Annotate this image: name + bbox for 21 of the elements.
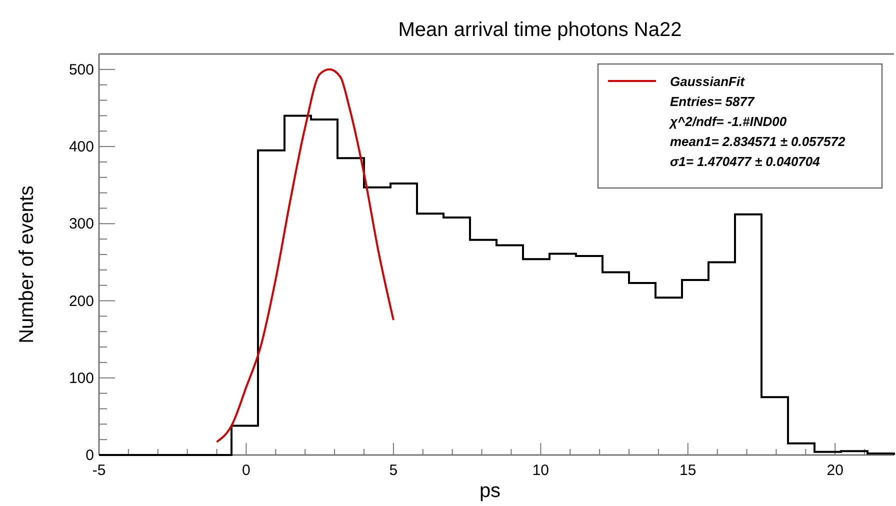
annotation: Entries= 5877 (670, 94, 755, 109)
y-axis-title: Number of events (16, 186, 38, 344)
annotation: σ1= 1.470477 ± 0.040704 (670, 154, 821, 169)
x-tick-label: 10 (532, 462, 550, 479)
annotation: χ^2/ndf= -1.#IND00 (668, 114, 788, 129)
x-axis-title: ps (479, 480, 501, 502)
line-series (216, 68, 394, 443)
y-tick-label: 0 (86, 447, 94, 464)
y-tick-label: 200 (68, 292, 94, 310)
y-tick-label: 500 (68, 61, 94, 78)
chart-title: Mean arrival time photons Na22 (398, 19, 682, 41)
legend-label: GaussianFit (670, 74, 746, 89)
x-tick-label: 15 (680, 462, 696, 479)
y-tick-label: 100 (68, 370, 94, 387)
x-tick-label: 5 (389, 462, 398, 479)
y-tick-label: 300 (68, 216, 94, 233)
y-tick-label: 400 (68, 138, 94, 156)
x-tick-label: 20 (826, 462, 844, 479)
annotation: mean1= 2.834571 ± 0.057572 (670, 134, 846, 149)
x-tick-label: 0 (242, 462, 250, 479)
x-tick-label: -5 (92, 462, 106, 479)
